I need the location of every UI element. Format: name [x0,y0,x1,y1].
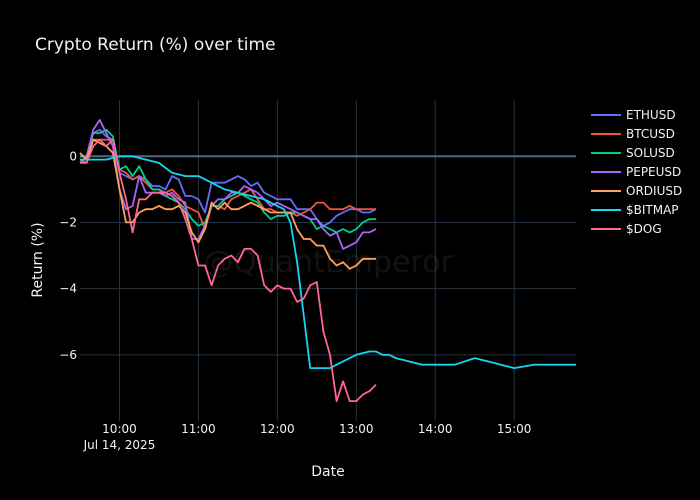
legend-item-solusd[interactable]: SOLUSD [591,146,675,160]
x-tick-label: 12:00 [260,422,295,436]
legend-label: SOLUSD [626,146,675,160]
legend-label: ORDIUSD [626,184,682,198]
x-tick-label: 14:00 [418,422,453,436]
legend-label: PEPEUSD [626,165,681,179]
legend[interactable]: ETHUSD BTCUSD SOLUSD PEPEUSD ORDIUSD $BITMAP $… [591,108,682,236]
series-line-btcusd [79,138,376,231]
legend-label: $DOG [626,222,662,236]
y-tick-label: −2 [59,215,77,229]
legend-label: BTCUSD [626,127,675,141]
legend-item-ethusd[interactable]: ETHUSD [591,108,676,122]
series-line-ethusd [80,128,377,227]
x-tick-label: 10:00 [102,422,137,436]
series-line-bitmap [80,155,576,370]
y-tick-label: 0 [69,149,77,163]
axis-ticks: 10:00 Jul 14, 2025 11:00 12:00 13:00 14:00 15:… [59,149,531,452]
x-tick-label: 13:00 [339,422,374,436]
series-line-ordiusd [79,138,376,270]
series-lines [79,119,576,403]
legend-item-btcusd[interactable]: BTCUSD [591,127,675,141]
y-tick-label: −4 [59,282,77,296]
x-tick-sublabel: Jul 14, 2025 [83,438,156,452]
x-tick-label: 11:00 [181,422,216,436]
legend-item-ordiusd[interactable]: ORDIUSD [591,184,682,198]
series-line-dog [80,138,377,403]
legend-item-bitmap[interactable]: $BITMAP [591,203,679,217]
watermark-text: @QuantEmperor [203,245,453,280]
y-axis-title: Return (%) [30,222,46,297]
legend-label: ETHUSD [626,108,676,122]
series-line-pepeusd [79,119,377,250]
x-axis-title: Date [311,464,344,480]
legend-item-pepeusd[interactable]: PEPEUSD [591,165,681,179]
legend-item-dog[interactable]: $DOG [591,222,662,236]
x-tick-label: 15:00 [497,422,532,436]
chart-title: Crypto Return (%) over time [35,35,276,55]
series-line-solusd [80,128,376,234]
y-tick-label: −6 [59,348,77,362]
legend-label: $BITMAP [626,203,679,217]
